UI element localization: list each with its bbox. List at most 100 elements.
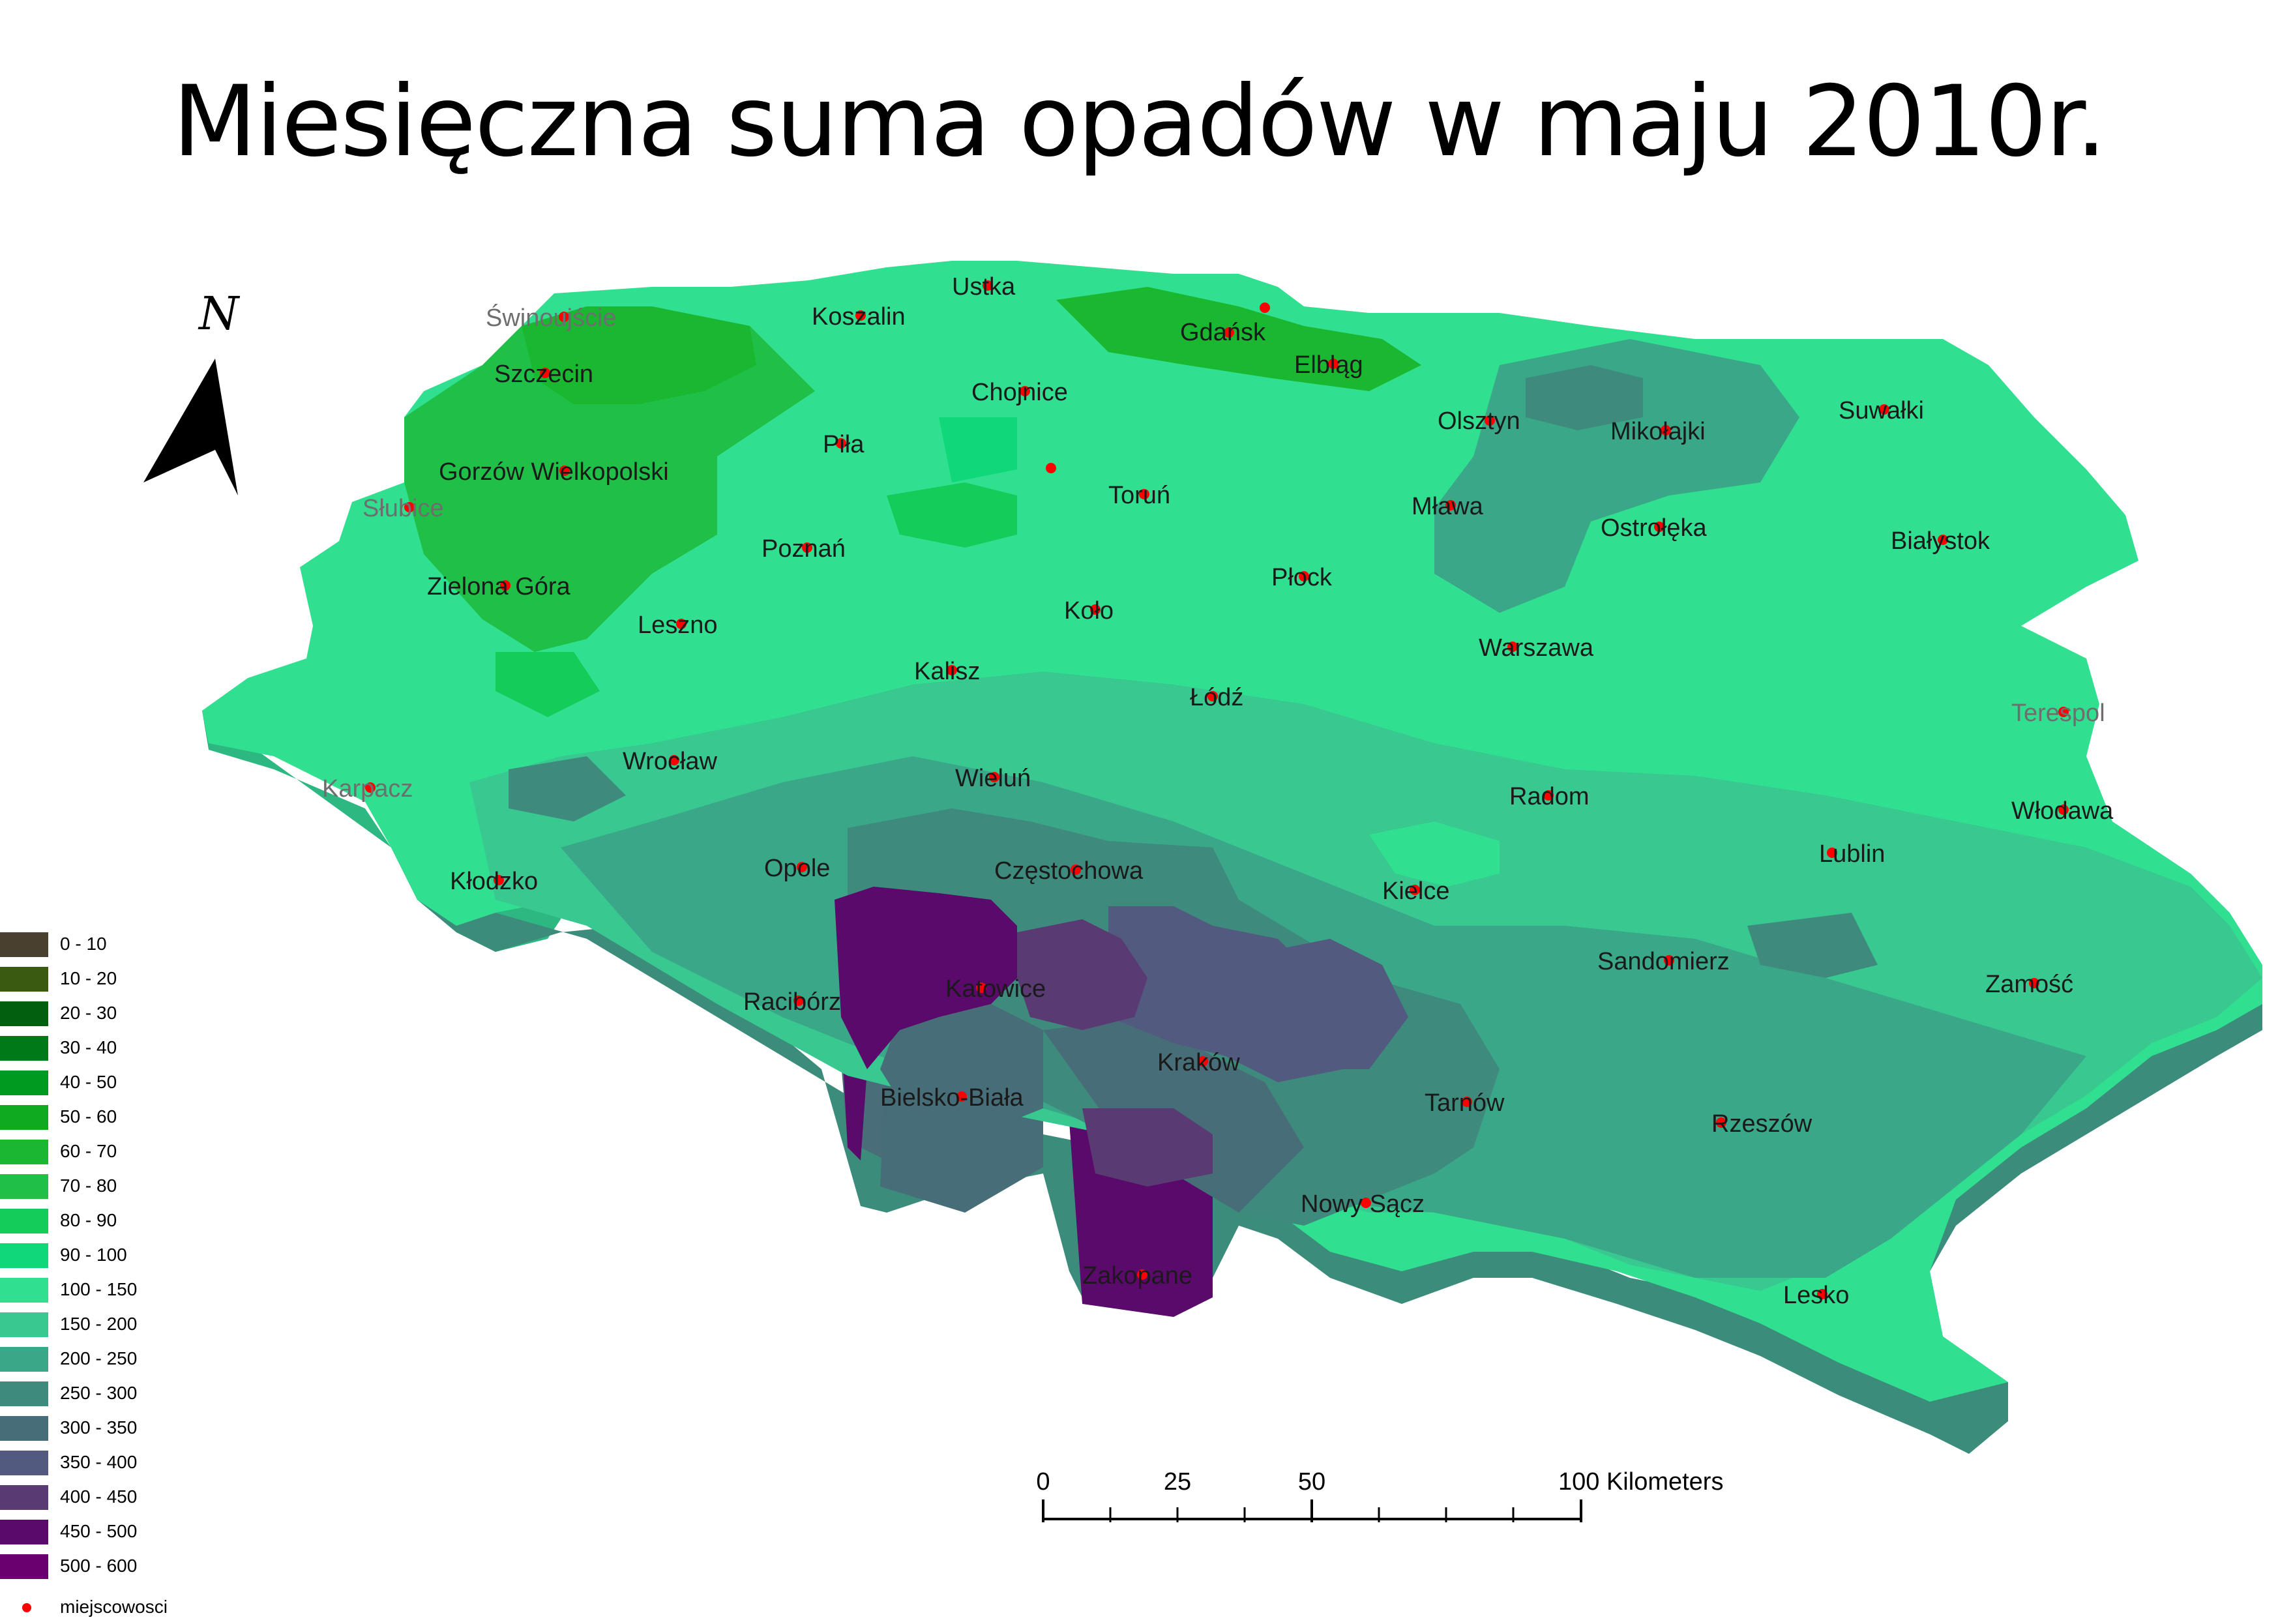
city-marker: Terespol (2011, 700, 2105, 727)
cities-layer: Świnoujście Koszalin Ustka Gdańsk Elbląg Szcz… (322, 273, 2114, 1309)
city-marker: Kraków (1157, 1049, 1240, 1076)
legend-label: 100 - 150 (60, 1279, 138, 1299)
city-label: Piła (823, 431, 865, 458)
city-dot (1207, 691, 1218, 701)
point-dot-icon (22, 1603, 31, 1612)
scale-label-100: 100 Kilometers (1558, 1468, 1723, 1496)
city-label: Katowice (945, 975, 1046, 1003)
city-marker: Warszawa (1479, 634, 1594, 662)
city-label: Włodawa (2011, 797, 2114, 825)
city-dot (2058, 707, 2069, 717)
city-label: Rzeszów (1711, 1110, 1812, 1138)
city-label: Łódź (1190, 684, 1243, 711)
legend-label: 50 - 60 (60, 1106, 117, 1127)
legend-label: 450 - 500 (60, 1521, 138, 1541)
city-label: Toruń (1108, 482, 1170, 509)
city-dot (1817, 1289, 1827, 1299)
city-marker: Ostrołęka (1601, 514, 1707, 542)
city-marker: Szczecin (494, 361, 593, 388)
city-marker: Sandomierz (1597, 948, 1730, 975)
city-marker: Koło (1064, 597, 1114, 625)
city-dot (1361, 1198, 1371, 1208)
legend-label: 90 - 100 (60, 1245, 127, 1265)
legend-swatch (0, 1451, 48, 1475)
city-label: Poznań (762, 535, 846, 563)
city-label: Mikołajki (1610, 418, 1706, 445)
city-marker: Lesko (1783, 1282, 1849, 1309)
legend-label: 30 - 40 (60, 1037, 117, 1057)
legend-swatch (0, 1174, 48, 1199)
city-marker: Włodawa (2011, 797, 2114, 825)
city-label: Bielsko-Biała (880, 1084, 1024, 1112)
city-label: Sandomierz (1597, 948, 1730, 975)
city-marker: Mikołajki (1610, 418, 1706, 445)
city-label: Gorzów Wielkopolski (439, 458, 669, 486)
city-label: Chojnice (971, 379, 1068, 406)
legend-label: 500 - 600 (60, 1556, 138, 1576)
city-dot (1090, 604, 1101, 615)
city-marker: Suwałki (1839, 397, 1924, 424)
city-dot (836, 438, 846, 449)
legend-swatch (0, 1312, 48, 1337)
city-marker: Kalisz (914, 658, 980, 685)
city-dot (1260, 303, 1270, 313)
city-label: Racibórz (743, 988, 841, 1016)
city-marker: Opole (764, 855, 830, 882)
city-marker: Łódź (1190, 684, 1243, 711)
city-dot (1046, 463, 1056, 473)
city-label: Białystok (1891, 527, 1990, 555)
city-marker: Wrocław (623, 748, 718, 775)
city-dot (1139, 489, 1149, 499)
city-marker: Racibórz (743, 988, 841, 1016)
city-label: Gdańsk (1180, 319, 1266, 346)
city-label: Ustka (952, 273, 1016, 301)
city-label: Częstochowa (994, 857, 1144, 885)
city-marker: Rzeszów (1711, 1110, 1812, 1138)
map-regions (202, 261, 2262, 1402)
city-dot (1827, 848, 1837, 858)
city-dot (989, 772, 999, 782)
city-label: Radom (1509, 783, 1590, 810)
legend-label: 70 - 80 (60, 1175, 117, 1196)
city-marker: Elbląg (1294, 351, 1363, 379)
city-label: Zielona Góra (427, 573, 571, 600)
city-dot (669, 755, 679, 765)
legend-swatch (0, 967, 48, 992)
city-label: Suwałki (1839, 397, 1924, 424)
city-dot (797, 862, 807, 872)
city-dot (365, 782, 376, 793)
city-label: Leszno (638, 612, 718, 639)
city-label: Opole (764, 855, 830, 882)
city-dot (404, 502, 415, 512)
legend-swatch (0, 1209, 48, 1233)
city-dot (1198, 1056, 1208, 1067)
city-dot (559, 465, 570, 476)
legend-label: 400 - 450 (60, 1486, 138, 1507)
city-dot (1661, 425, 1671, 436)
legend-label: 200 - 250 (60, 1348, 138, 1368)
city-marker: Kielce (1382, 878, 1450, 905)
legend-label: 350 - 400 (60, 1452, 138, 1472)
legend-swatch (0, 1278, 48, 1303)
city-marker: Katowice (945, 975, 1046, 1003)
city-dot (1328, 359, 1339, 369)
legend-swatch (0, 1140, 48, 1164)
city-marker: Radom (1509, 783, 1590, 810)
map-title: Miesięczna suma opadów w maju 2010r. (172, 65, 2107, 179)
legend-label: 20 - 30 (60, 1003, 117, 1023)
city-marker: Lublin (1819, 840, 1885, 868)
city-dot (956, 1091, 967, 1102)
city-dot (1462, 1097, 1472, 1107)
city-label: Kłodzko (450, 868, 538, 895)
city-label: Warszawa (1479, 634, 1594, 662)
city-marker: Piła (823, 431, 865, 458)
city-label: Kielce (1382, 878, 1450, 905)
city-dot (1445, 500, 1456, 510)
city-marker: Ustka (952, 273, 1016, 301)
city-label: Świnoujście (486, 303, 617, 332)
city-label: Lesko (1783, 1282, 1849, 1309)
city-dot (1654, 522, 1664, 532)
legend-swatch (0, 1416, 48, 1441)
city-label: Koszalin (812, 303, 906, 331)
